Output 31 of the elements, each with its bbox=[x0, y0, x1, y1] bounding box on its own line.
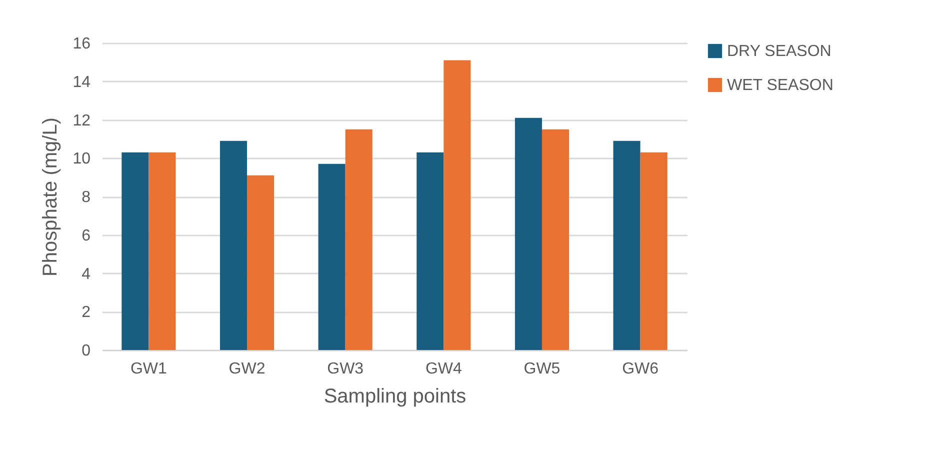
bar bbox=[220, 140, 248, 350]
bar bbox=[514, 118, 542, 350]
legend-label: WET SEASON bbox=[727, 77, 834, 94]
bar bbox=[122, 152, 149, 350]
x-axis-title: Sampling points bbox=[324, 386, 466, 408]
y-tick-label: 6 bbox=[82, 227, 91, 244]
y-tick-label: 10 bbox=[72, 150, 91, 168]
y-tick-label: 8 bbox=[82, 189, 91, 206]
x-tick-label: GW5 bbox=[524, 360, 560, 378]
y-tick-label: 2 bbox=[82, 304, 91, 322]
x-tick-label: GW4 bbox=[425, 360, 462, 378]
bar bbox=[542, 129, 570, 350]
y-axis-title: Phosphate (mg/L) bbox=[40, 118, 62, 276]
bar bbox=[416, 152, 444, 350]
bar bbox=[640, 152, 668, 350]
bar bbox=[318, 164, 346, 350]
x-tick-label: GW1 bbox=[130, 360, 168, 378]
y-tick-label: 4 bbox=[82, 266, 91, 283]
bar bbox=[613, 140, 640, 350]
x-tick-label: GW6 bbox=[622, 360, 659, 378]
y-tick-label: 12 bbox=[72, 112, 91, 130]
bar bbox=[345, 129, 372, 350]
bar bbox=[247, 175, 274, 350]
legend-label: DRY SEASON bbox=[727, 43, 832, 60]
x-tick-label: GW2 bbox=[228, 360, 266, 378]
y-tick-label: 0 bbox=[82, 342, 91, 360]
bar bbox=[444, 60, 471, 350]
y-tick-label: 14 bbox=[72, 74, 91, 91]
y-tick-label: 16 bbox=[72, 36, 91, 52]
x-tick-label: GW3 bbox=[327, 360, 364, 378]
bar bbox=[148, 152, 176, 350]
